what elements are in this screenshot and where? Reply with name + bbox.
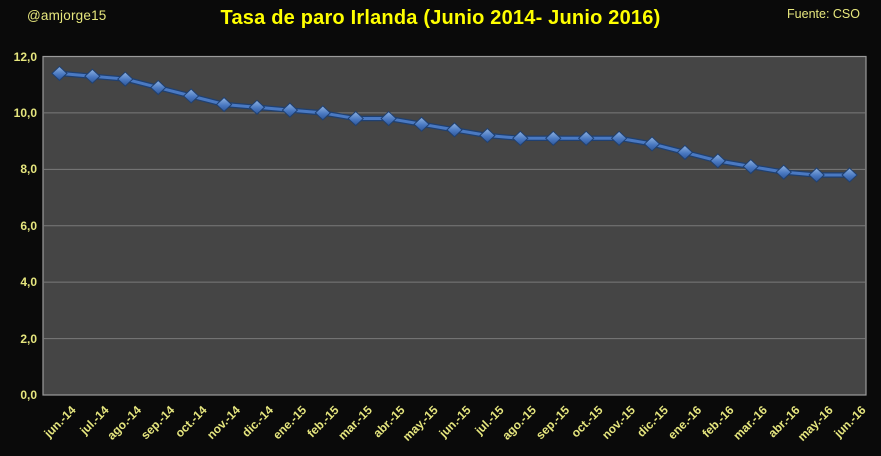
data-point-marker [84, 68, 101, 84]
y-axis-tick-label: 2,0 [20, 331, 37, 346]
source-label: Fuente: CSO [787, 7, 860, 21]
data-point-marker [149, 79, 167, 96]
data-point-marker [117, 71, 134, 87]
data-point-marker [841, 167, 858, 183]
y-axis-tick-label: 0,0 [20, 388, 37, 402]
data-point-marker [182, 88, 200, 104]
data-point-marker [512, 130, 529, 146]
y-axis-tick-label: 10,0 [13, 105, 37, 120]
chart-title: Tasa de paro Irlanda (Junio 2014- Junio … [220, 7, 661, 29]
data-point-marker [314, 105, 332, 121]
y-axis-tick-label: 6,0 [20, 218, 37, 233]
data-point-marker [479, 127, 496, 144]
data-point-marker [577, 130, 595, 146]
y-axis-tick-label: 8,0 [20, 162, 37, 177]
twitter-handle: @amjorge15 [27, 8, 107, 23]
data-point-marker [676, 144, 694, 161]
data-point-marker [51, 65, 68, 82]
data-point-marker [380, 110, 397, 127]
data-point-marker [643, 136, 661, 152]
y-axis-tick-label: 12,0 [13, 49, 37, 64]
data-point-marker [215, 96, 233, 113]
data-point-marker [709, 153, 727, 169]
data-point-marker [281, 102, 299, 118]
data-point-marker [808, 167, 825, 183]
y-axis-tick-label: 4,0 [20, 275, 37, 290]
data-point-marker [347, 110, 364, 127]
data-point-marker [545, 130, 562, 146]
data-point-marker [446, 122, 463, 138]
data-point-marker [775, 164, 792, 180]
data-point-marker [610, 130, 628, 146]
data-point-marker [413, 116, 430, 132]
data-point-marker [248, 99, 266, 115]
data-point-marker [742, 158, 760, 175]
